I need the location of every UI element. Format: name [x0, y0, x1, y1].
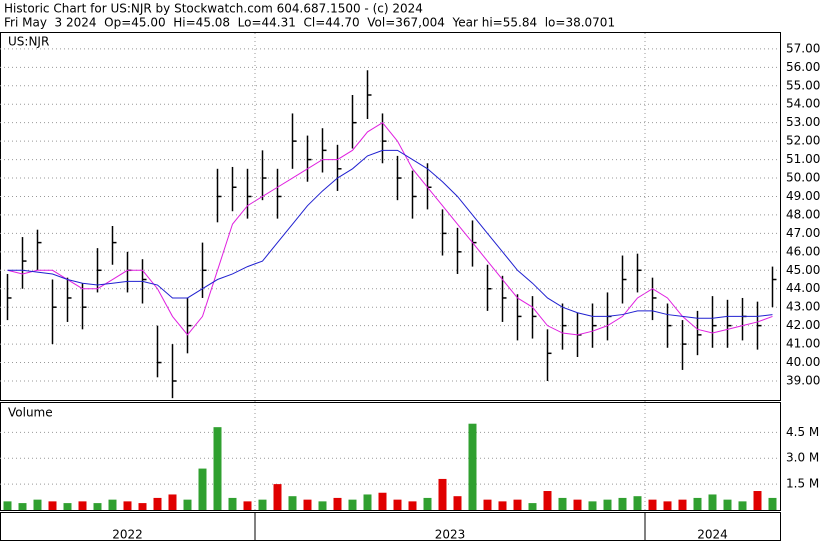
volume-bar — [273, 484, 282, 510]
volume-bar — [363, 494, 372, 510]
volume-bar — [228, 497, 237, 510]
volume-bar — [618, 497, 627, 510]
volume-bar — [453, 496, 462, 510]
y-tick-label: 51.00 — [786, 152, 820, 166]
volume-bar — [168, 494, 177, 510]
volume-bar — [18, 503, 27, 510]
y-tick-label: 4.5 M — [786, 425, 819, 439]
time-panel — [0, 512, 781, 541]
volume-bar — [483, 499, 492, 510]
volume-bar — [663, 501, 672, 510]
y-tick-label: 39.00 — [786, 373, 820, 387]
y-tick-label: 54.00 — [786, 97, 820, 111]
y-tick-label: 48.00 — [786, 207, 820, 221]
volume-bar — [93, 503, 102, 510]
volume-bar — [138, 503, 147, 510]
volume-bar — [153, 497, 162, 510]
y-tick-label: 49.00 — [786, 189, 820, 203]
volume-bar — [333, 497, 342, 510]
volume-bar — [213, 427, 222, 510]
volume-bar — [303, 499, 312, 510]
volume-panel — [0, 402, 781, 511]
volume-bar — [678, 499, 687, 510]
x-period-label: 2024 — [697, 528, 728, 542]
y-tick-label: 52.00 — [786, 134, 820, 148]
symbol-label: US:NJR — [8, 35, 49, 49]
y-tick-label: 44.00 — [786, 281, 820, 295]
volume-bar — [513, 499, 522, 510]
y-tick-label: 46.00 — [786, 244, 820, 258]
y-tick-label: 43.00 — [786, 300, 820, 314]
volume-bar — [498, 501, 507, 510]
volume-bar — [183, 499, 192, 510]
volume-bar — [753, 491, 762, 510]
header-line: Fri May 3 2024 Op=45.00 Hi=45.08 Lo=44.3… — [4, 16, 615, 30]
price-panel — [0, 32, 781, 401]
y-tick-label: 53.00 — [786, 115, 820, 129]
volume-bar — [468, 423, 477, 510]
y-tick-label: 3.0 M — [786, 451, 819, 465]
y-tick-label: 45.00 — [786, 263, 820, 277]
y-tick-label: 56.00 — [786, 60, 820, 74]
volume-label: Volume — [8, 406, 53, 420]
volume-bar — [63, 503, 72, 510]
y-tick-label: 41.00 — [786, 337, 820, 351]
moving-average — [7, 149, 773, 319]
x-period-label: 2022 — [112, 528, 143, 542]
volume-bar — [408, 501, 417, 510]
y-tick-label: 57.00 — [786, 41, 820, 55]
volume-bar — [378, 492, 387, 510]
volume-bar — [543, 491, 552, 510]
volume-bar — [123, 501, 132, 510]
volume-bar — [393, 499, 402, 510]
volume-bar — [288, 496, 297, 510]
x-period-label: 2023 — [435, 528, 466, 542]
volume-bar — [423, 497, 432, 510]
volume-bar — [78, 501, 87, 510]
volume-bar — [48, 501, 57, 510]
volume-bar — [633, 496, 642, 510]
y-tick-label: 50.00 — [786, 171, 820, 185]
volume-bar — [438, 478, 447, 510]
header-line: Historic Chart for US:NJR by Stockwatch.… — [4, 2, 423, 16]
volume-bar — [318, 501, 327, 510]
y-tick-label: 40.00 — [786, 355, 820, 369]
volume-bar — [693, 497, 702, 510]
volume-bar — [258, 499, 267, 510]
y-tick-label: 55.00 — [786, 78, 820, 92]
y-tick-label: 42.00 — [786, 318, 820, 332]
volume-bar — [528, 503, 537, 510]
volume-bar — [648, 499, 657, 510]
volume-bar — [3, 501, 12, 510]
volume-bar — [108, 499, 117, 510]
volume-bar — [573, 499, 582, 510]
volume-bar — [348, 499, 357, 510]
volume-bar — [198, 468, 207, 510]
volume-bar — [603, 499, 612, 510]
volume-bar — [33, 499, 42, 510]
volume-bar — [723, 499, 732, 510]
volume-bar — [558, 497, 567, 510]
volume-bar — [708, 494, 717, 510]
volume-bar — [738, 501, 747, 510]
y-tick-label: 1.5 M — [786, 477, 819, 491]
volume-bar — [243, 501, 252, 510]
volume-bar — [588, 501, 597, 510]
y-tick-label: 47.00 — [786, 226, 820, 240]
volume-bar — [768, 497, 777, 510]
